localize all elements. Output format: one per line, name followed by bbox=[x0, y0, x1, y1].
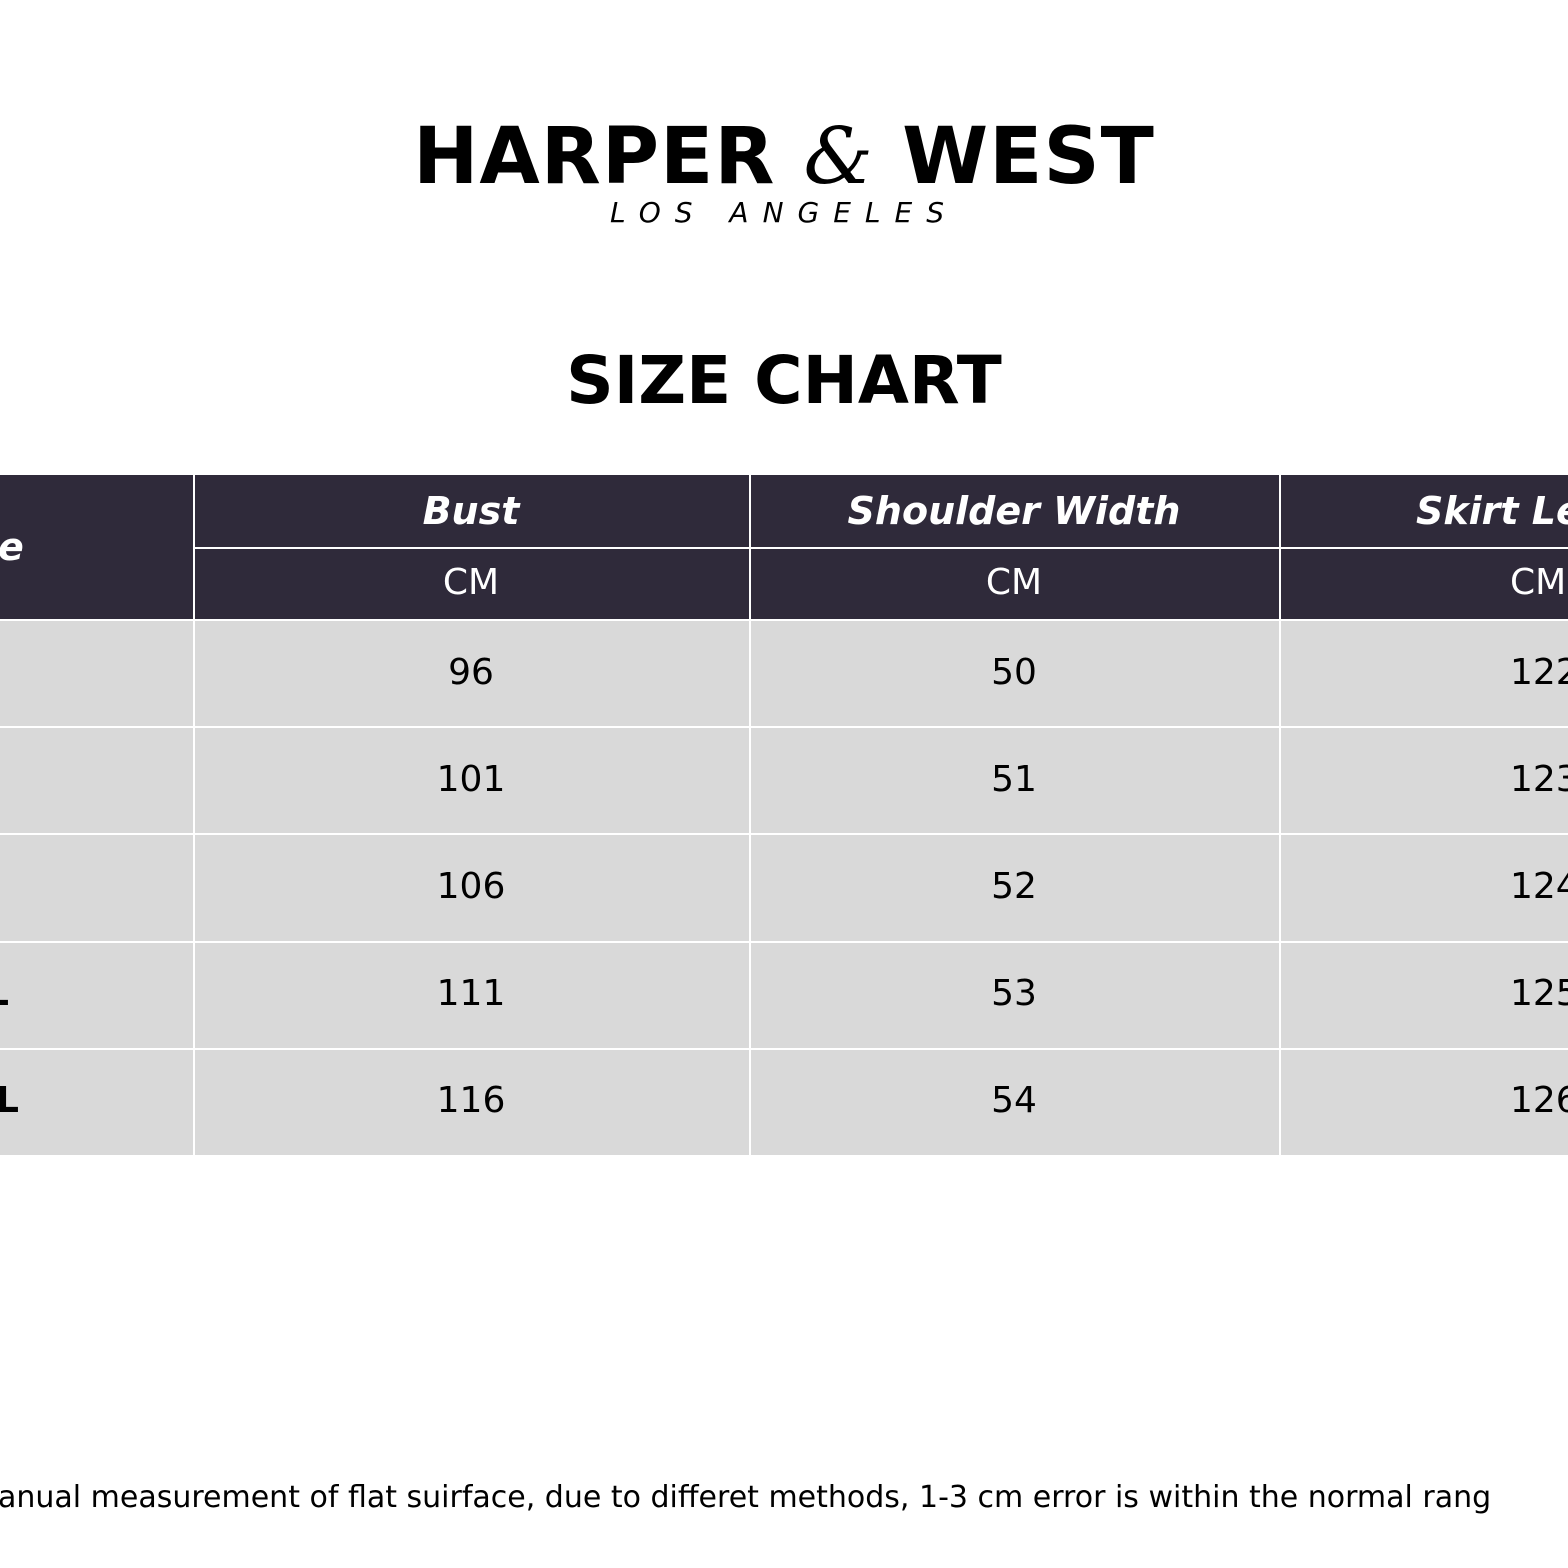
header-cell bbox=[1279, 475, 1568, 547]
value-cell bbox=[749, 619, 1279, 727]
brand-right: WEST bbox=[902, 112, 1155, 202]
size-cell bbox=[0, 833, 193, 941]
value-cell bbox=[193, 726, 749, 834]
header-text: e bbox=[0, 525, 24, 569]
brand-left: HARPER bbox=[413, 112, 776, 202]
column-name: Skirt Le bbox=[1416, 489, 1568, 533]
size-cell bbox=[0, 726, 193, 834]
value: 116 bbox=[436, 1080, 506, 1122]
unit-cell bbox=[193, 547, 749, 619]
size-label: L bbox=[0, 976, 9, 1012]
value: 101 bbox=[436, 758, 506, 800]
value: 53 bbox=[991, 973, 1037, 1015]
value: 54 bbox=[991, 1080, 1037, 1122]
value: 106 bbox=[436, 866, 506, 907]
header-cell bbox=[0, 475, 193, 619]
value-cell bbox=[1279, 619, 1568, 727]
value-cell bbox=[193, 833, 749, 941]
size-label: L bbox=[0, 1080, 19, 1122]
value: 125 bbox=[1510, 973, 1568, 1015]
value: 52 bbox=[991, 866, 1037, 907]
value: 96 bbox=[448, 651, 494, 693]
column-unit: CM bbox=[442, 562, 500, 603]
header-cell bbox=[193, 475, 749, 547]
note: anual measurement of flat suirface, due … bbox=[0, 1480, 1492, 1515]
value: 123 bbox=[1510, 758, 1568, 800]
column-unit: CM bbox=[985, 562, 1043, 603]
brand-ampersand: & bbox=[803, 112, 874, 202]
value-cell bbox=[749, 726, 1279, 834]
value: 126 bbox=[1510, 1080, 1568, 1122]
brand-location: LOS ANGELES bbox=[609, 196, 958, 229]
value-cell bbox=[1279, 940, 1568, 1048]
value: 51 bbox=[991, 758, 1037, 800]
value-cell bbox=[1279, 726, 1568, 834]
value-cell bbox=[749, 940, 1279, 1048]
header-cell bbox=[749, 475, 1279, 547]
value-cell bbox=[1279, 833, 1568, 941]
value-cell bbox=[193, 1047, 749, 1155]
value: 111 bbox=[436, 973, 506, 1015]
unit-cell bbox=[1279, 547, 1568, 619]
size-cell bbox=[0, 940, 193, 1048]
column-name: Shoulder Width bbox=[847, 489, 1181, 533]
value-cell bbox=[749, 833, 1279, 941]
column-unit: CM bbox=[1510, 562, 1567, 603]
size-cell bbox=[0, 1047, 193, 1155]
title: SIZE CHART bbox=[566, 342, 1002, 419]
column-name: Bust bbox=[422, 489, 520, 533]
value: 50 bbox=[991, 651, 1037, 693]
value: 122 bbox=[1510, 651, 1568, 693]
value-cell bbox=[193, 940, 749, 1048]
brand-name: HARPER & WEST bbox=[0, 112, 1568, 202]
value-cell bbox=[1279, 1047, 1568, 1155]
value-cell bbox=[193, 619, 749, 727]
size-cell bbox=[0, 619, 193, 727]
value: 124 bbox=[1510, 866, 1568, 907]
unit-cell bbox=[749, 547, 1279, 619]
value-cell bbox=[749, 1047, 1279, 1155]
